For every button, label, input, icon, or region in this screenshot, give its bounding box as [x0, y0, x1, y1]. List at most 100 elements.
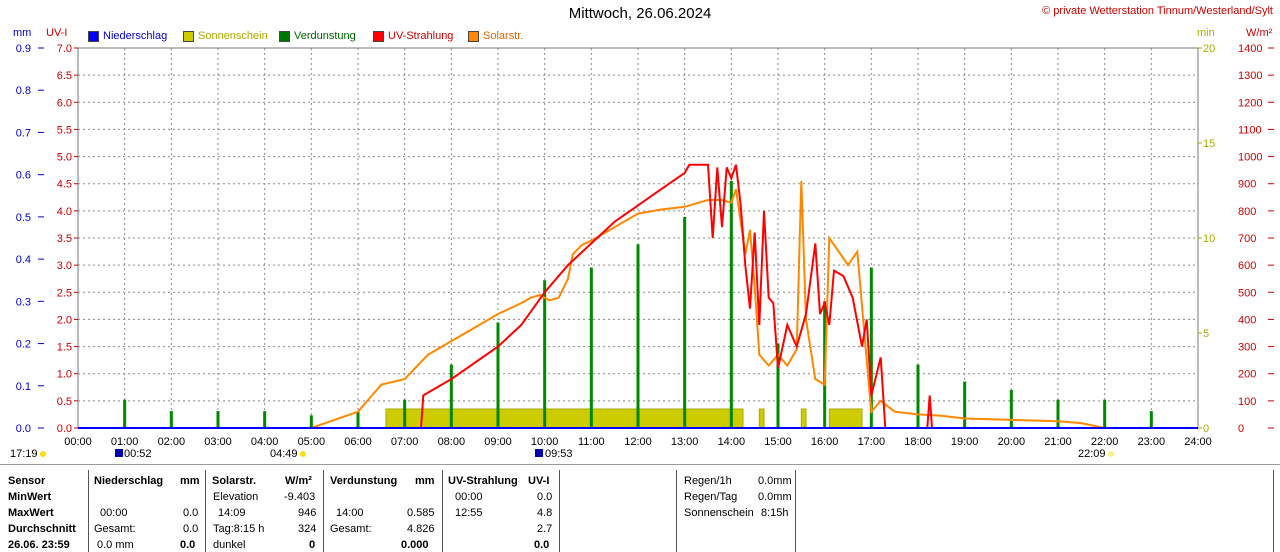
x-tick-label: 22:00 [1091, 436, 1119, 448]
wm2-tick-label: 300 [1238, 342, 1256, 354]
evaporation-bar [356, 411, 360, 428]
sunshine-bar [758, 408, 765, 429]
divider [205, 470, 206, 552]
unit-mm: mm [13, 27, 32, 39]
uvi-tick-label: 2.0 [57, 314, 72, 326]
event-civil-begin: 00:52 [124, 448, 152, 460]
wm2-tick-label: 0 [1238, 423, 1244, 435]
legend-niederschlag: Niederschlag [88, 30, 167, 42]
swatch-icon [88, 30, 99, 42]
x-tick-label: 08:00 [438, 436, 466, 448]
x-tick-label: 01:00 [111, 436, 139, 448]
divider [795, 470, 796, 552]
verdunstung-unit: mm [415, 475, 435, 487]
x-tick-label: 12:00 [624, 436, 652, 448]
mm-tick-label: 0.8 [16, 85, 31, 97]
wm2-tick-label: 500 [1238, 287, 1256, 299]
divider [323, 470, 324, 552]
divider [442, 470, 443, 552]
evaporation-bar [169, 411, 173, 428]
moon-icon [115, 449, 123, 457]
x-tick-label: 11:00 [578, 436, 605, 448]
wm2-tick-label: 1000 [1238, 152, 1262, 164]
mm-tick-label: 0.0 [16, 423, 31, 435]
divider [559, 470, 560, 552]
uvi-tick-label: 3.0 [57, 260, 72, 272]
evaporation-bar [403, 399, 407, 428]
x-tick-label: 24:00 [1184, 436, 1212, 448]
uvi-tick-label: 3.5 [57, 233, 72, 245]
x-tick-label: 23:00 [1138, 436, 1166, 448]
wm2-tick-label: 1400 [1238, 43, 1262, 55]
evaporation-bar [216, 411, 220, 428]
legend-verdunstung: Verdunstung [279, 30, 356, 42]
mm-tick-label: 0.3 [16, 296, 31, 308]
uvi-tick-label: 7.0 [57, 43, 72, 55]
x-tick-label: 09:00 [484, 436, 512, 448]
x-tick-label: 15:00 [764, 436, 792, 448]
uv-min-time: 00:00 [455, 491, 483, 503]
solar-unit: W/m² [285, 475, 312, 487]
swatch-icon [279, 30, 290, 42]
event-noon: 09:53 [545, 448, 573, 460]
legend-solar: Solarstr. [468, 30, 523, 42]
verdunstung-cur-val: 0.000 [401, 539, 429, 551]
x-tick-label: 20:00 [998, 436, 1026, 448]
swatch-icon [468, 30, 479, 42]
verdunstung-avg-label: Gesamt: [330, 523, 372, 535]
x-tick-label: 21:00 [1044, 436, 1072, 448]
moon-icon [535, 449, 543, 457]
wm2-tick-label: 200 [1238, 369, 1256, 381]
divider [1273, 470, 1274, 552]
uvi-tick-label: 5.5 [57, 124, 72, 136]
solar-min-label: Elevation [213, 491, 259, 503]
evaporation-bar [309, 415, 313, 428]
uv-max-time: 12:55 [455, 507, 483, 519]
evaporation-bar [449, 364, 453, 428]
x-tick-label: 13:00 [671, 436, 699, 448]
solar-avg-val: 324 [298, 523, 317, 535]
solar-header: Solarstr. [212, 475, 257, 487]
solar-max-val: 946 [298, 507, 317, 519]
uvi-tick-label: 5.0 [57, 152, 72, 164]
sun-icon [40, 451, 46, 457]
solar-min-val: -9.403 [284, 491, 316, 503]
uvi-tick-label: 6.5 [57, 70, 72, 82]
evaporation-bar [683, 216, 687, 428]
unit-wm2: W/m² [1246, 27, 1273, 39]
table-divider [0, 464, 1280, 465]
min-tick-label: 10 [1203, 233, 1215, 245]
wm2-tick-label: 1300 [1238, 70, 1262, 82]
wm2-tick-label: 600 [1238, 260, 1256, 272]
uvi-tick-label: 0.5 [57, 396, 72, 408]
uvi-tick-label: 6.0 [57, 97, 72, 109]
sunshine-bar [800, 408, 807, 429]
wm2-tick-label: 1100 [1238, 124, 1262, 136]
verdunstung-header: Verdunstung [330, 475, 398, 487]
divider [88, 470, 89, 552]
verdunstung-max-val: 0.585 [407, 507, 435, 519]
row-label: 26.06. 23:59 [8, 539, 70, 551]
niederschlag-max-val: 0.0 [183, 507, 199, 519]
legend-uv: UV-Strahlung [373, 30, 453, 42]
x-tick-label: 10:00 [531, 436, 559, 448]
event-sunset: 22:09 [1078, 448, 1106, 460]
row-label: Sensor [8, 475, 46, 487]
mm-tick-label: 0.6 [16, 170, 31, 182]
verdunstung-avg-val: 4.826 [407, 523, 435, 535]
evaporation-bar [263, 411, 267, 428]
mm-tick-label: 0.1 [16, 381, 31, 393]
min-tick-label: 20 [1203, 43, 1215, 55]
sunshine-bar [385, 408, 744, 429]
x-tick-label: 00:00 [64, 436, 92, 448]
event-dawn: 17:19 [10, 448, 38, 460]
x-tick-label: 03:00 [204, 436, 232, 448]
uvi-tick-label: 1.0 [57, 369, 72, 381]
unit-uvi: UV-I [46, 27, 68, 39]
uv-cur-val: 0.0 [534, 539, 550, 551]
x-tick-label: 06:00 [344, 436, 372, 448]
evaporation-bar [123, 399, 127, 428]
niederschlag-avg-val: 0.0 [183, 523, 199, 535]
swatch-icon [183, 30, 194, 42]
evaporation-bar [869, 267, 873, 428]
